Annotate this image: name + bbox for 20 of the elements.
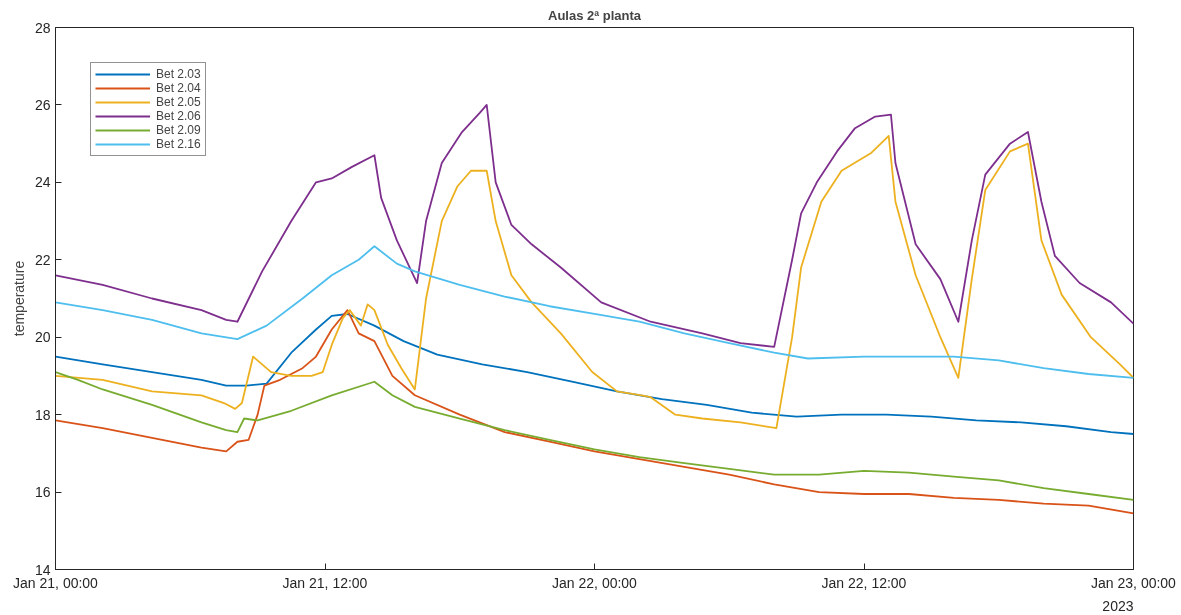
- legend-label: Bet 2.16: [156, 137, 201, 151]
- legend-label: Bet 2.06: [156, 109, 201, 123]
- y-tick-label: 24: [34, 174, 51, 191]
- legend-label: Bet 2.05: [156, 95, 201, 109]
- x-tick-label: Jan 23, 00:00: [1091, 574, 1177, 591]
- legend-label: Bet 2.03: [156, 67, 201, 81]
- legend-label: Bet 2.04: [156, 81, 201, 95]
- y-tick-label: 18: [34, 406, 51, 423]
- chart-title: Aulas 2ª planta: [548, 7, 642, 23]
- text: 2023: [1102, 597, 1134, 614]
- y-tick-label: 16: [34, 484, 51, 501]
- x-tick-label: Jan 22, 00:00: [552, 574, 638, 591]
- y-axis-title: temperature: [10, 260, 27, 337]
- y-tick-label: 20: [34, 329, 51, 346]
- y-tick-label: 26: [34, 96, 51, 113]
- y-tick-label: 28: [34, 19, 51, 36]
- x-tick-label: Jan 21, 12:00: [282, 574, 368, 591]
- y-tick-label: 22: [34, 251, 51, 268]
- legend-label: Bet 2.09: [156, 123, 201, 137]
- x-tick-label: Jan 22, 12:00: [821, 574, 907, 591]
